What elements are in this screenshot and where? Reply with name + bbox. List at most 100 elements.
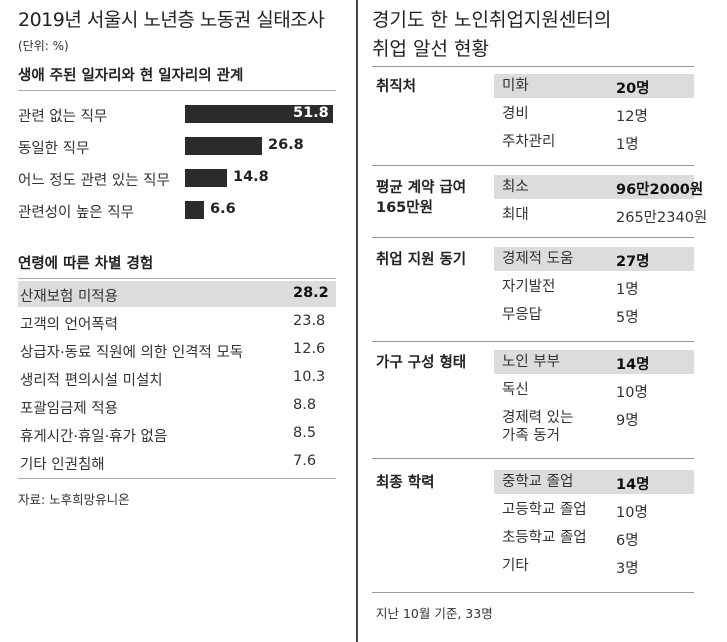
discrimination-value: 7.6 — [293, 453, 317, 469]
group-item-value: 27명 — [616, 254, 650, 270]
group-item-value: 3명 — [616, 561, 639, 577]
group-item-label: 최소 — [502, 179, 529, 195]
bar-category-label: 어느 정도 관련 있는 직무 — [18, 173, 170, 189]
section-divider — [18, 90, 336, 91]
group-item-row: 자기발전 1명 — [494, 275, 694, 299]
section-job-relation-heading: 생애 주된 일자리와 현 일자리의 관계 — [18, 68, 244, 84]
right-title-line2: 취업 알선 현황 — [372, 38, 489, 60]
discrimination-row: 고객의 언어폭력 23.8 — [18, 309, 336, 335]
group-item-label: 경제적 도움 — [502, 251, 574, 267]
group-item-row: 고등학교 졸업 10명 — [494, 498, 694, 522]
group-label: 가구 구성 형태 — [376, 355, 467, 371]
bar-row: 어느 정도 관련 있는 직무 14.8 — [18, 166, 348, 190]
discrimination-label: 생리적 편의시설 미설치 — [20, 373, 163, 389]
left-panel: 2019년 서울시 노년층 노동권 실태조사 (단위: %) 생애 주된 일자리… — [0, 0, 352, 642]
discrimination-row: 상급자·동료 직원에 의한 인격적 모독 12.6 — [18, 337, 336, 363]
bar — [185, 201, 204, 219]
group-item-label: 주차관리 — [502, 134, 556, 150]
group-divider — [372, 237, 694, 238]
group-item-label: 고등학교 졸업 — [502, 502, 587, 518]
discrimination-value: 10.3 — [293, 369, 326, 385]
bar-value-label: 14.8 — [233, 169, 269, 185]
group-item-value: 10명 — [616, 385, 648, 401]
group-item-value: 14명 — [616, 477, 650, 493]
group-item-label: 무응답 — [502, 307, 543, 323]
group-item-value: 12명 — [616, 109, 648, 125]
section-discrimination-heading: 연령에 따른 차별 경험 — [18, 256, 154, 272]
footnote: 지난 10월 기준, 33명 — [376, 606, 493, 621]
bar-category-label: 관련성이 높은 직무 — [18, 205, 134, 221]
section-divider — [18, 278, 336, 279]
discrimination-value: 8.5 — [293, 425, 317, 441]
discrimination-row: 생리적 편의시설 미설치 10.3 — [18, 365, 336, 391]
bar — [185, 137, 262, 155]
group-item-label: 미화 — [502, 78, 529, 94]
group-item-row: 미화 20명 — [494, 74, 694, 98]
group-divider — [372, 66, 694, 67]
bar-value-label: 26.8 — [268, 137, 304, 153]
left-title: 2019년 서울시 노년층 노동권 실태조사 — [18, 9, 325, 31]
discrimination-value: 23.8 — [293, 313, 326, 329]
discrimination-label: 고객의 언어폭력 — [20, 317, 118, 333]
group-item-row: 독신 10명 — [494, 378, 694, 402]
group-item-row: 초등학교 졸업 6명 — [494, 526, 694, 550]
group-item-value: 96만2000원 — [616, 182, 704, 198]
bar — [185, 105, 333, 123]
discrimination-value: 28.2 — [293, 285, 329, 301]
group-divider — [372, 165, 694, 166]
group-item-label: 경비 — [502, 106, 529, 122]
discrimination-label: 산재보험 미적용 — [20, 289, 118, 305]
bar-row: 관련성이 높은 직무 6.6 — [18, 198, 348, 222]
group-item-label: 초등학교 졸업 — [502, 530, 587, 546]
discrimination-label: 상급자·동료 직원에 의한 인격적 모독 — [20, 345, 244, 361]
discrimination-label: 포괄임금제 적용 — [20, 401, 118, 417]
discrimination-label: 기타 인권침해 — [20, 457, 105, 473]
discrimination-value: 12.6 — [293, 341, 326, 357]
group-item-value: 5명 — [616, 310, 639, 326]
bar-category-label: 관련 없는 직무 — [18, 109, 108, 125]
bar-value-label: 6.6 — [210, 201, 236, 217]
group-item-row: 경비 12명 — [494, 102, 694, 126]
group-item-label: 중학교 졸업 — [502, 474, 574, 490]
group-label: 취업 지원 동기 — [376, 252, 467, 268]
group-item-row: 중학교 졸업 14명 — [494, 470, 694, 494]
group-item-value: 9명 — [616, 413, 639, 429]
bar-category-label: 동일한 직무 — [18, 141, 90, 157]
group-item-label: 최대 — [502, 207, 529, 223]
discrimination-row: 휴게시간·휴일·휴가 없음 8.5 — [18, 421, 336, 447]
group-item-row: 무응답 5명 — [494, 303, 694, 327]
unit-label: (단위: %) — [18, 39, 69, 53]
group-item-label: 독신 — [502, 382, 529, 398]
group-item-row: 노인 부부 14명 — [494, 350, 694, 374]
group-label: 평균 계약 급여 165만원 — [376, 180, 467, 216]
bar-row: 관련 없는 직무 51.8 — [18, 102, 348, 126]
group-label: 취직처 — [376, 79, 417, 95]
bar-value-label: 51.8 — [293, 105, 329, 121]
group-divider — [372, 458, 694, 459]
discrimination-row: 포괄임금제 적용 8.8 — [18, 393, 336, 419]
right-title-line1: 경기도 한 노인취업지원센터의 — [372, 9, 612, 31]
group-item-value: 1명 — [616, 137, 639, 153]
group-item-value: 20명 — [616, 81, 650, 97]
panel-divider — [356, 0, 358, 642]
group-item-label: 자기발전 — [502, 279, 556, 295]
bar — [185, 169, 227, 187]
group-item-row: 최소 96만2000원 — [494, 175, 703, 199]
discrimination-row: 산재보험 미적용 28.2 — [18, 281, 336, 307]
group-item-value: 6명 — [616, 533, 639, 549]
group-item-row: 주차관리 1명 — [494, 130, 694, 154]
source-note: 자료: 노후희망유니온 — [18, 492, 130, 507]
group-item-row: 최대 265만2340원 — [494, 203, 707, 227]
group-label: 최종 학력 — [376, 475, 435, 491]
group-item-row: 경제력 있는 가족 동거 9명 — [494, 406, 694, 444]
group-item-value: 14명 — [616, 357, 650, 373]
discrimination-value: 8.8 — [293, 397, 317, 413]
group-item-row: 경제적 도움 27명 — [494, 247, 694, 271]
bar-row: 동일한 직무 26.8 — [18, 134, 348, 158]
group-item-label: 경제력 있는 가족 동거 — [502, 410, 574, 444]
group-divider — [372, 592, 694, 593]
section-divider — [18, 478, 336, 479]
discrimination-row: 기타 인권침해 7.6 — [18, 449, 336, 475]
